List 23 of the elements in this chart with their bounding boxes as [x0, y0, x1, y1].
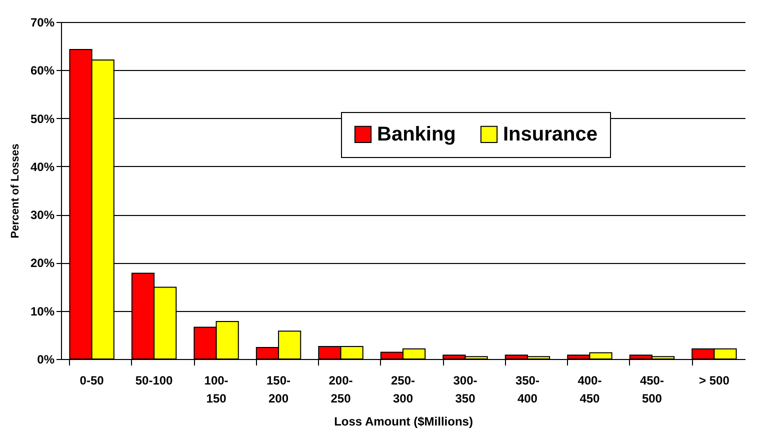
y-axis-title: Percent of Losses — [9, 144, 22, 238]
x-tick-label: 400-450 — [578, 374, 602, 406]
x-tick-label: 0-50 — [80, 374, 104, 388]
y-tick-label: 20% — [30, 256, 55, 270]
x-axis-title: Loss Amount ($Millions) — [334, 414, 473, 428]
y-tick-label: 70% — [30, 16, 55, 30]
x-tick-label: 350-400 — [515, 374, 540, 406]
legend-label: Banking — [377, 123, 456, 146]
x-tick-label: 150-200 — [266, 374, 291, 406]
y-tick-label: 50% — [30, 112, 55, 126]
y-tick-label: 30% — [30, 208, 55, 222]
x-tick-label: 450-500 — [640, 374, 664, 406]
x-tick-label: 100-150 — [204, 374, 228, 406]
y-tick-label: 0% — [37, 352, 55, 366]
x-tick-label: 50-100 — [135, 374, 174, 388]
x-tick-label: 300-350 — [453, 374, 478, 406]
y-tick-label: 40% — [30, 160, 55, 174]
x-tick-label: 250-300 — [390, 374, 416, 406]
y-tick-label: 60% — [30, 64, 55, 78]
x-tick-label: > 500 — [699, 374, 730, 388]
y-tick-label: 10% — [30, 304, 55, 318]
legend-label: Insurance — [503, 123, 598, 146]
x-tick-label: 200-250 — [328, 374, 353, 406]
